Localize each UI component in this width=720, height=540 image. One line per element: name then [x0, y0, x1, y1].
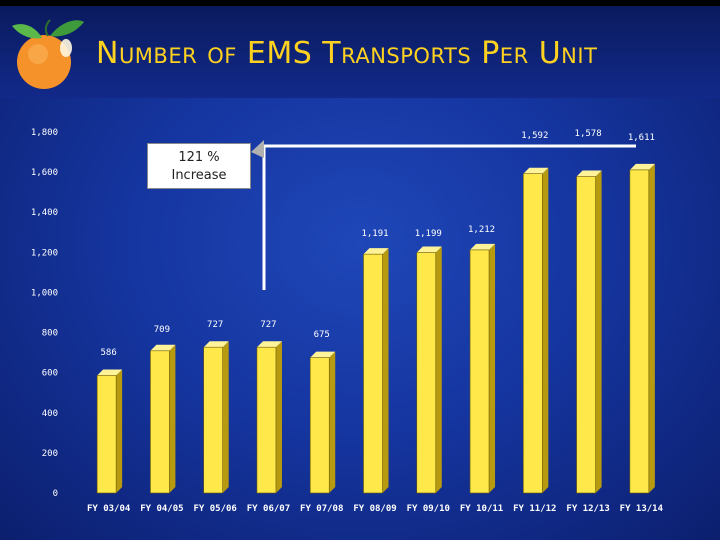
data-label: 709 [154, 325, 170, 335]
y-tick-label: 1,000 [31, 288, 58, 298]
bar-side [489, 243, 496, 493]
bar [523, 173, 543, 494]
y-tick-label: 1,200 [31, 248, 58, 258]
data-label: 1,611 [628, 133, 655, 143]
x-tick-label: FY 08/09 [353, 504, 396, 514]
chart-title: Number of EMS Transports Per Unit [96, 36, 598, 71]
bar-top [416, 246, 442, 253]
data-label: 586 [101, 348, 117, 358]
data-label: 1,212 [468, 225, 495, 235]
bar-side [222, 341, 229, 493]
annotation-percent: 121 % [178, 150, 220, 165]
y-tick-label: 800 [42, 329, 58, 339]
x-tick-label: FY 10/11 [460, 504, 503, 514]
x-tick-label: FY 05/06 [194, 504, 237, 514]
bar-side [542, 167, 549, 493]
data-label: 675 [314, 330, 330, 340]
bar-side [382, 248, 389, 493]
annotation-text: Increase [171, 168, 227, 183]
orange-logo-icon [12, 19, 84, 89]
bar [576, 176, 596, 494]
bar [416, 252, 437, 494]
data-label: 1,592 [521, 131, 548, 141]
bar [203, 346, 223, 494]
y-tick-label: 1,600 [31, 168, 58, 178]
bar-top [97, 369, 123, 376]
bar-top [150, 344, 176, 351]
y-tick-label: 600 [42, 369, 58, 379]
bar-top [363, 248, 389, 255]
bar-top [523, 167, 549, 174]
x-tick-label: FY 09/10 [407, 504, 450, 514]
data-label: 727 [260, 320, 276, 330]
x-tick-label: FY 07/08 [300, 504, 343, 514]
y-tick-label: 200 [42, 449, 58, 459]
y-tick-label: 0 [53, 489, 58, 499]
y-tick-label: 1,800 [31, 128, 58, 138]
bar-side [595, 170, 602, 494]
data-label: 1,191 [361, 229, 388, 239]
title-bar [0, 0, 720, 98]
bar [309, 357, 330, 494]
bar-side [648, 163, 655, 493]
x-tick-label: FY 12/13 [566, 504, 609, 514]
bar [629, 169, 650, 494]
x-tick-label: FY 13/14 [620, 504, 664, 514]
y-tick-label: 1,400 [31, 208, 58, 218]
bar-side [435, 246, 442, 493]
increase-annotation: 121 % Increase [147, 143, 251, 189]
data-label: 1,578 [575, 129, 602, 139]
bar-side [275, 341, 282, 493]
bar-top [310, 351, 336, 358]
bar-top [203, 341, 229, 348]
bar-top [470, 243, 496, 250]
bar [469, 249, 490, 494]
x-tick-label: FY 11/12 [513, 504, 556, 514]
data-label: 727 [207, 320, 223, 330]
x-tick-label: FY 03/04 [87, 504, 131, 514]
bar-side [116, 369, 123, 493]
bar-side [169, 344, 176, 493]
y-tick-label: 400 [42, 409, 58, 419]
annotation-pointer [251, 140, 264, 158]
bar [150, 350, 170, 494]
bar-top [256, 341, 282, 348]
data-label: 1,199 [415, 229, 442, 239]
bar-side [329, 351, 336, 493]
bar [363, 253, 383, 494]
bar [256, 346, 277, 494]
x-tick-label: FY 06/07 [247, 504, 290, 514]
bar-top [629, 163, 655, 170]
bar [96, 375, 117, 494]
x-tick-label: FY 04/05 [140, 504, 183, 514]
bar-top [576, 170, 602, 177]
